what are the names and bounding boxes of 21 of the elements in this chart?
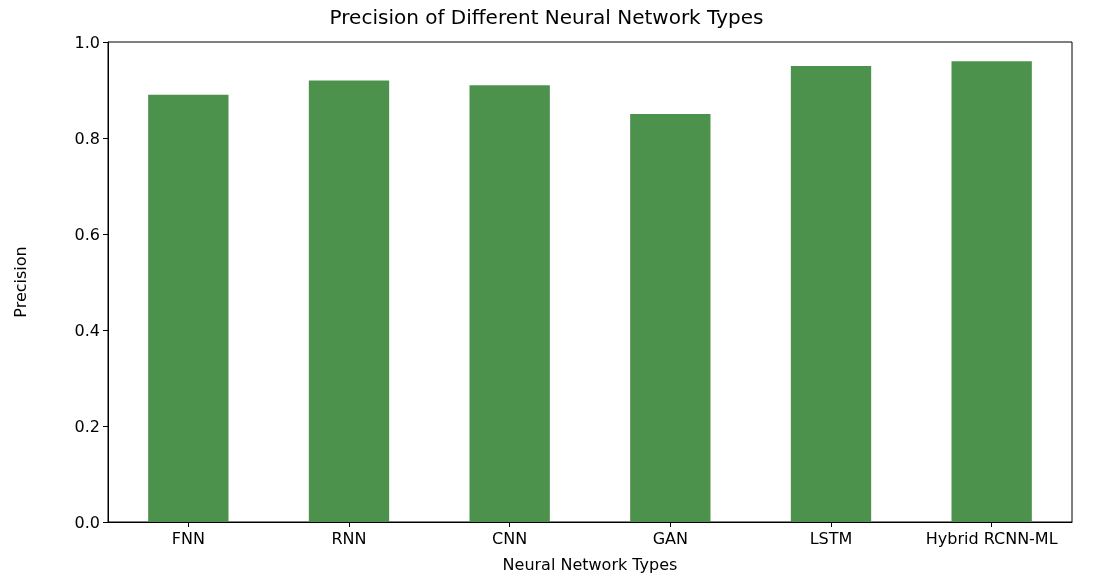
x-tick-label: RNN xyxy=(331,528,367,548)
bar xyxy=(308,80,390,522)
x-tick-label: GAN xyxy=(652,528,688,548)
y-tick-label: 0.4 xyxy=(74,320,100,340)
y-tick-label: 1.0 xyxy=(74,32,100,52)
x-tick-label: FNN xyxy=(171,528,205,548)
bar xyxy=(630,114,711,522)
y-tick-label: 0.0 xyxy=(74,512,100,532)
y-tick-label: 0.2 xyxy=(74,416,100,436)
y-tick-label: 0.6 xyxy=(74,224,100,244)
x-tick-label: LSTM xyxy=(809,528,853,548)
y-axis-title: Precision xyxy=(10,246,30,318)
x-tick-label: CNN xyxy=(492,528,528,548)
bar xyxy=(148,94,229,522)
chart-title: Precision of Different Neural Network Types xyxy=(329,5,764,29)
y-tick-label: 0.8 xyxy=(74,128,100,148)
bar xyxy=(951,61,1032,522)
bar xyxy=(790,66,872,522)
x-tick-label: Hybrid RCNN-ML xyxy=(925,528,1058,548)
x-axis-title: Neural Network Types xyxy=(502,554,678,574)
bar xyxy=(469,85,550,522)
